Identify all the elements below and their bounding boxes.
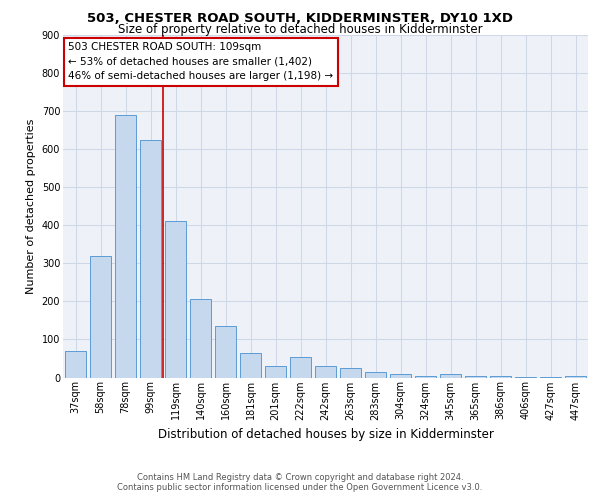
Text: Size of property relative to detached houses in Kidderminster: Size of property relative to detached ho… xyxy=(118,22,482,36)
Bar xyxy=(215,326,236,378)
Bar xyxy=(390,374,411,378)
Text: 503, CHESTER ROAD SOUTH, KIDDERMINSTER, DY10 1XD: 503, CHESTER ROAD SOUTH, KIDDERMINSTER, … xyxy=(87,12,513,26)
Bar xyxy=(240,353,261,378)
Bar xyxy=(490,376,511,378)
Bar xyxy=(90,256,111,378)
Bar xyxy=(440,374,461,378)
Y-axis label: Number of detached properties: Number of detached properties xyxy=(26,118,36,294)
Bar xyxy=(315,366,336,378)
Text: Contains HM Land Registry data © Crown copyright and database right 2024.
Contai: Contains HM Land Registry data © Crown c… xyxy=(118,473,482,492)
Bar xyxy=(265,366,286,378)
Bar xyxy=(165,222,186,378)
Bar xyxy=(540,376,561,378)
Bar xyxy=(65,351,86,378)
Bar xyxy=(190,300,211,378)
Bar xyxy=(365,372,386,378)
Bar xyxy=(290,356,311,378)
Bar xyxy=(415,376,436,378)
Bar xyxy=(515,376,536,378)
Bar xyxy=(140,140,161,378)
Bar xyxy=(465,376,486,378)
Bar xyxy=(115,115,136,378)
X-axis label: Distribution of detached houses by size in Kidderminster: Distribution of detached houses by size … xyxy=(158,428,493,441)
Bar xyxy=(340,368,361,378)
Text: 503 CHESTER ROAD SOUTH: 109sqm
← 53% of detached houses are smaller (1,402)
46% : 503 CHESTER ROAD SOUTH: 109sqm ← 53% of … xyxy=(68,42,334,82)
Bar xyxy=(565,376,586,378)
